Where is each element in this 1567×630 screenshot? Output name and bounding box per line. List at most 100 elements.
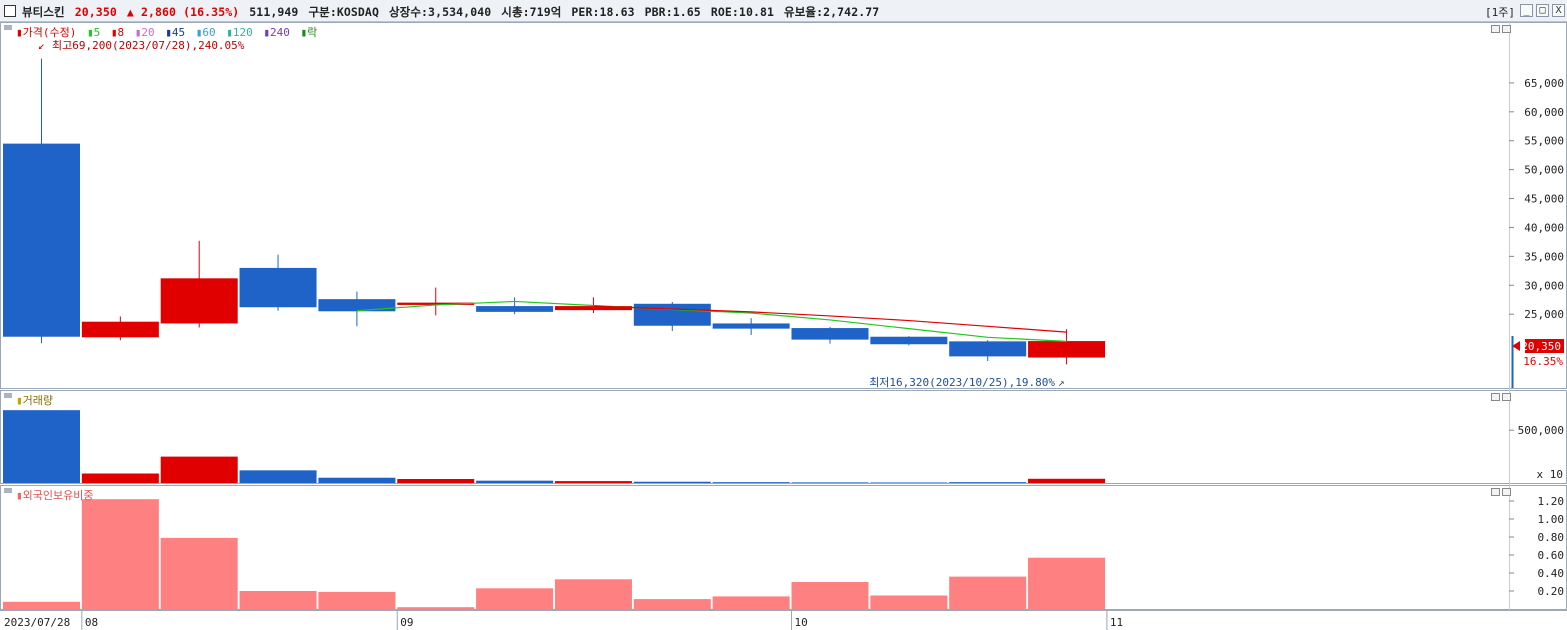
- roe-value: ROE:10.81: [710, 5, 775, 19]
- price-y-tick-label: 40,000: [1524, 221, 1564, 234]
- price-y-tick-label: 55,000: [1524, 135, 1564, 148]
- foreign-panel: [0, 485, 1567, 610]
- x-start-date: 2023/07/28: [4, 616, 70, 629]
- stock-chart[interactable]: 25,000 30,000 35,000 40,000 45,000 50,000 55,0…: [0, 22, 1567, 630]
- volume-bar: [870, 482, 948, 483]
- foreign-bar: [712, 596, 790, 609]
- x-axis-label: 09: [400, 616, 413, 629]
- price-series: [3, 58, 1106, 365]
- legend-ma45: 45: [172, 26, 185, 39]
- current-price-box: [1525, 339, 1564, 353]
- legend-price-marker: ▮: [16, 26, 23, 39]
- candle-body: [81, 321, 159, 338]
- x-axis-labels: 08 09 10 11: [81, 610, 1123, 630]
- foreign-bar: [791, 582, 869, 609]
- volume-y-tick-label: 500,000: [1518, 424, 1564, 437]
- candle-body: [397, 302, 475, 305]
- foreign-bar: [633, 599, 711, 609]
- x-axis-label: 11: [1110, 616, 1123, 629]
- legend-ma240: 240: [270, 26, 290, 39]
- volume-bar: [318, 477, 396, 483]
- foreign-y-tick-label: 0.40: [1538, 567, 1565, 580]
- price-legend: ▮가격(수정) ▮5 ▮8 ▮20 ▮45 ▮60 ▮120 ▮240 ▮락: [16, 26, 317, 39]
- foreign-bar: [239, 591, 317, 609]
- volume-panel-min-icon[interactable]: [1491, 393, 1500, 401]
- panel-controls[interactable]: [4, 25, 1511, 496]
- volume-bar: [712, 482, 790, 483]
- volume-panel-grip-icon[interactable]: [4, 393, 12, 398]
- volume-bar: [81, 473, 159, 483]
- legend-ma8: 8: [117, 26, 124, 39]
- foreign-bar: [318, 591, 396, 609]
- candle-body: [476, 306, 554, 312]
- select-checkbox[interactable]: [4, 5, 16, 17]
- volume-bar: [554, 481, 632, 483]
- listed-shares: 상장수:3,534,040: [388, 5, 492, 19]
- candle-body: [949, 341, 1027, 357]
- price-y-tick-label: 45,000: [1524, 193, 1564, 206]
- restore-button[interactable]: □: [1536, 4, 1549, 17]
- legend-ma20: 20: [141, 26, 154, 39]
- low-annotation-arrow: ↗: [1058, 376, 1065, 389]
- pbr-value: PBR:1.65: [644, 5, 701, 19]
- legend-ma5: 5: [94, 26, 101, 39]
- high-annotation: 최고69,200(2023/07/28),240.05%: [52, 39, 245, 52]
- close-button[interactable]: X: [1552, 4, 1565, 17]
- foreign-panel-max-icon[interactable]: [1502, 488, 1511, 496]
- reserve-ratio: 유보율:2,742.77: [784, 5, 880, 19]
- foreign-title: ▮외국인보유비중: [16, 489, 93, 502]
- candle-body: [870, 336, 948, 345]
- price-marker-icon: [1512, 341, 1520, 351]
- foreign-bar: [81, 499, 159, 609]
- foreign-panel-grip-icon[interactable]: [4, 488, 12, 493]
- volume-panel-max-icon[interactable]: [1502, 393, 1511, 401]
- market-type: 구분:KOSDAQ: [308, 5, 379, 19]
- volume-bar: [949, 482, 1027, 483]
- volume-bar: [476, 480, 554, 483]
- volume-title-text: 거래량: [23, 394, 53, 407]
- low-annotation: 최저16,320(2023/10/25),19.80%: [869, 376, 1055, 389]
- foreign-title-text: 외국인보유비중: [23, 489, 94, 502]
- foreign-bar: [3, 601, 80, 609]
- foreign-panel-min-icon[interactable]: [1491, 488, 1500, 496]
- legend-ma120: 120: [233, 26, 253, 39]
- stock-info-bar: 뷰티스킨 20,350 ▲ 2,860 (16.35%) 511,949 구분:KOSD…: [0, 0, 1567, 22]
- foreign-y-tick-label: 0.60: [1538, 549, 1565, 562]
- ma8-line: [593, 305, 1067, 333]
- candle-body: [554, 306, 632, 311]
- trade-volume: 511,949: [249, 5, 299, 19]
- foreign-bar: [160, 537, 238, 609]
- candle-body: [791, 328, 869, 340]
- legend-price: 가격(수정): [23, 26, 77, 39]
- volume-bar: [239, 470, 317, 483]
- stock-name: 뷰티스킨: [22, 5, 65, 19]
- foreign-bar: [1028, 557, 1106, 609]
- minimize-button[interactable]: _: [1520, 4, 1533, 17]
- volume-bar: [791, 482, 869, 483]
- ma5-line: [356, 300, 1067, 342]
- price-y-tick-label: 30,000: [1524, 279, 1564, 292]
- foreign-bar: [554, 579, 632, 609]
- x-axis-label: 08: [85, 616, 98, 629]
- current-price-tag: 20,350: [1521, 340, 1561, 353]
- candle-body: [239, 267, 317, 308]
- price-y-tick-label: 35,000: [1524, 250, 1564, 263]
- price-panel-min-icon[interactable]: [1491, 25, 1500, 33]
- volume-panel: [0, 390, 1567, 484]
- period-selector[interactable]: [1주]: [1485, 6, 1515, 19]
- price-y-tick-label: 65,000: [1524, 77, 1564, 90]
- foreign-y-tick-label: 0.20: [1538, 585, 1565, 598]
- volume-bar: [160, 456, 238, 483]
- price-change: ▲ 2,860 (16.35%): [126, 5, 240, 19]
- volume-bar: [3, 410, 80, 483]
- current-pct-tag: 16.35%: [1523, 355, 1563, 368]
- price-panel: [0, 22, 1567, 389]
- price-panel-grip-icon[interactable]: [4, 25, 12, 30]
- market-cap: 시총:719억: [501, 5, 562, 19]
- foreign-series: [3, 499, 1106, 609]
- x-axis-label: 10: [795, 616, 808, 629]
- volume-title: ▮거래량: [16, 394, 53, 407]
- volume-unit: x 10: [1537, 468, 1564, 481]
- volume-bar: [1028, 478, 1106, 483]
- price-panel-max-icon[interactable]: [1502, 25, 1511, 33]
